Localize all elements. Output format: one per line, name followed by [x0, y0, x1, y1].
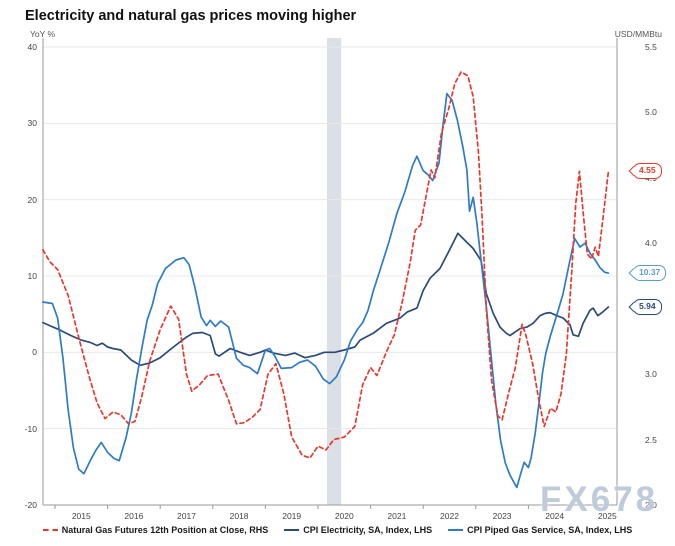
left-axis-unit-label: YoY %: [30, 29, 56, 39]
legend-label: Natural Gas Futures 12th Position at Clo…: [61, 525, 269, 535]
x-axis-year-label: 2024: [545, 511, 565, 521]
legend-item-cpi-piped-gas: CPI Piped Gas Service, SA, Index, LHS: [448, 525, 632, 535]
legend-label: CPI Piped Gas Service, SA, Index, LHS: [467, 525, 633, 535]
series-line: [42, 92, 610, 489]
x-axis-year-label: 2023: [492, 511, 512, 521]
left-axis-tick-label: 0: [32, 347, 37, 358]
legend-item-cpi-electricity: CPI Electricity, SA, Index, LHS: [284, 525, 432, 535]
x-axis-year-label: 2015: [71, 511, 91, 521]
right-axis-tick-label: 2.5: [645, 434, 657, 445]
x-axis-year-label: 2025: [597, 511, 617, 521]
left-axis-tick-label: -10: [24, 423, 37, 434]
left-axis-tick-label: 10: [27, 271, 37, 281]
x-axis-year-label: 2016: [124, 511, 144, 521]
right-axis-tick-label: 5.0: [645, 107, 657, 118]
x-axis-year-label: 2021: [387, 511, 407, 521]
last-value-callout: 10.37: [633, 265, 667, 282]
left-axis-tick-label: 20: [27, 194, 37, 205]
x-axis-year-label: 2018: [229, 511, 249, 521]
series-line: [42, 71, 610, 459]
right-axis-tick-label: 4.0: [645, 238, 657, 249]
x-axis-year-label: 2019: [282, 511, 302, 521]
watermark: FX678: [540, 480, 659, 519]
series-line: [42, 232, 610, 367]
solid-line-marker-icon: [284, 529, 300, 531]
x-axis-year-label: 2022: [440, 511, 459, 521]
chart-title: Electricity and natural gas prices movin…: [25, 8, 357, 24]
legend-item-gas-futures: Natural Gas Futures 12th Position at Clo…: [42, 525, 269, 535]
left-axis-tick-label: 30: [27, 118, 37, 129]
right-axis-tick-label: 3.0: [645, 369, 657, 380]
right-axis-tick-label: 2.0: [645, 500, 657, 510]
x-axis-year-label: 2017: [177, 511, 196, 521]
x-axis-year-label: 2020: [334, 511, 354, 521]
dashed-line-marker-icon: [42, 529, 58, 531]
last-value-callout: 4.55: [633, 163, 662, 180]
right-axis-tick-label: 5.5: [645, 42, 657, 52]
left-axis-tick-label: 40: [27, 42, 37, 52]
left-axis-tick-label: -20: [24, 500, 37, 510]
solid-line-marker-icon: [448, 529, 464, 531]
right-axis-unit-label: USD/MMBtu: [614, 29, 662, 39]
last-value-callout: 5.94: [633, 298, 662, 315]
legend: Natural Gas Futures 12th Position at Clo…: [0, 525, 675, 535]
legend-label: CPI Electricity, SA, Index, LHS: [303, 525, 433, 535]
recession-band: [326, 38, 342, 505]
